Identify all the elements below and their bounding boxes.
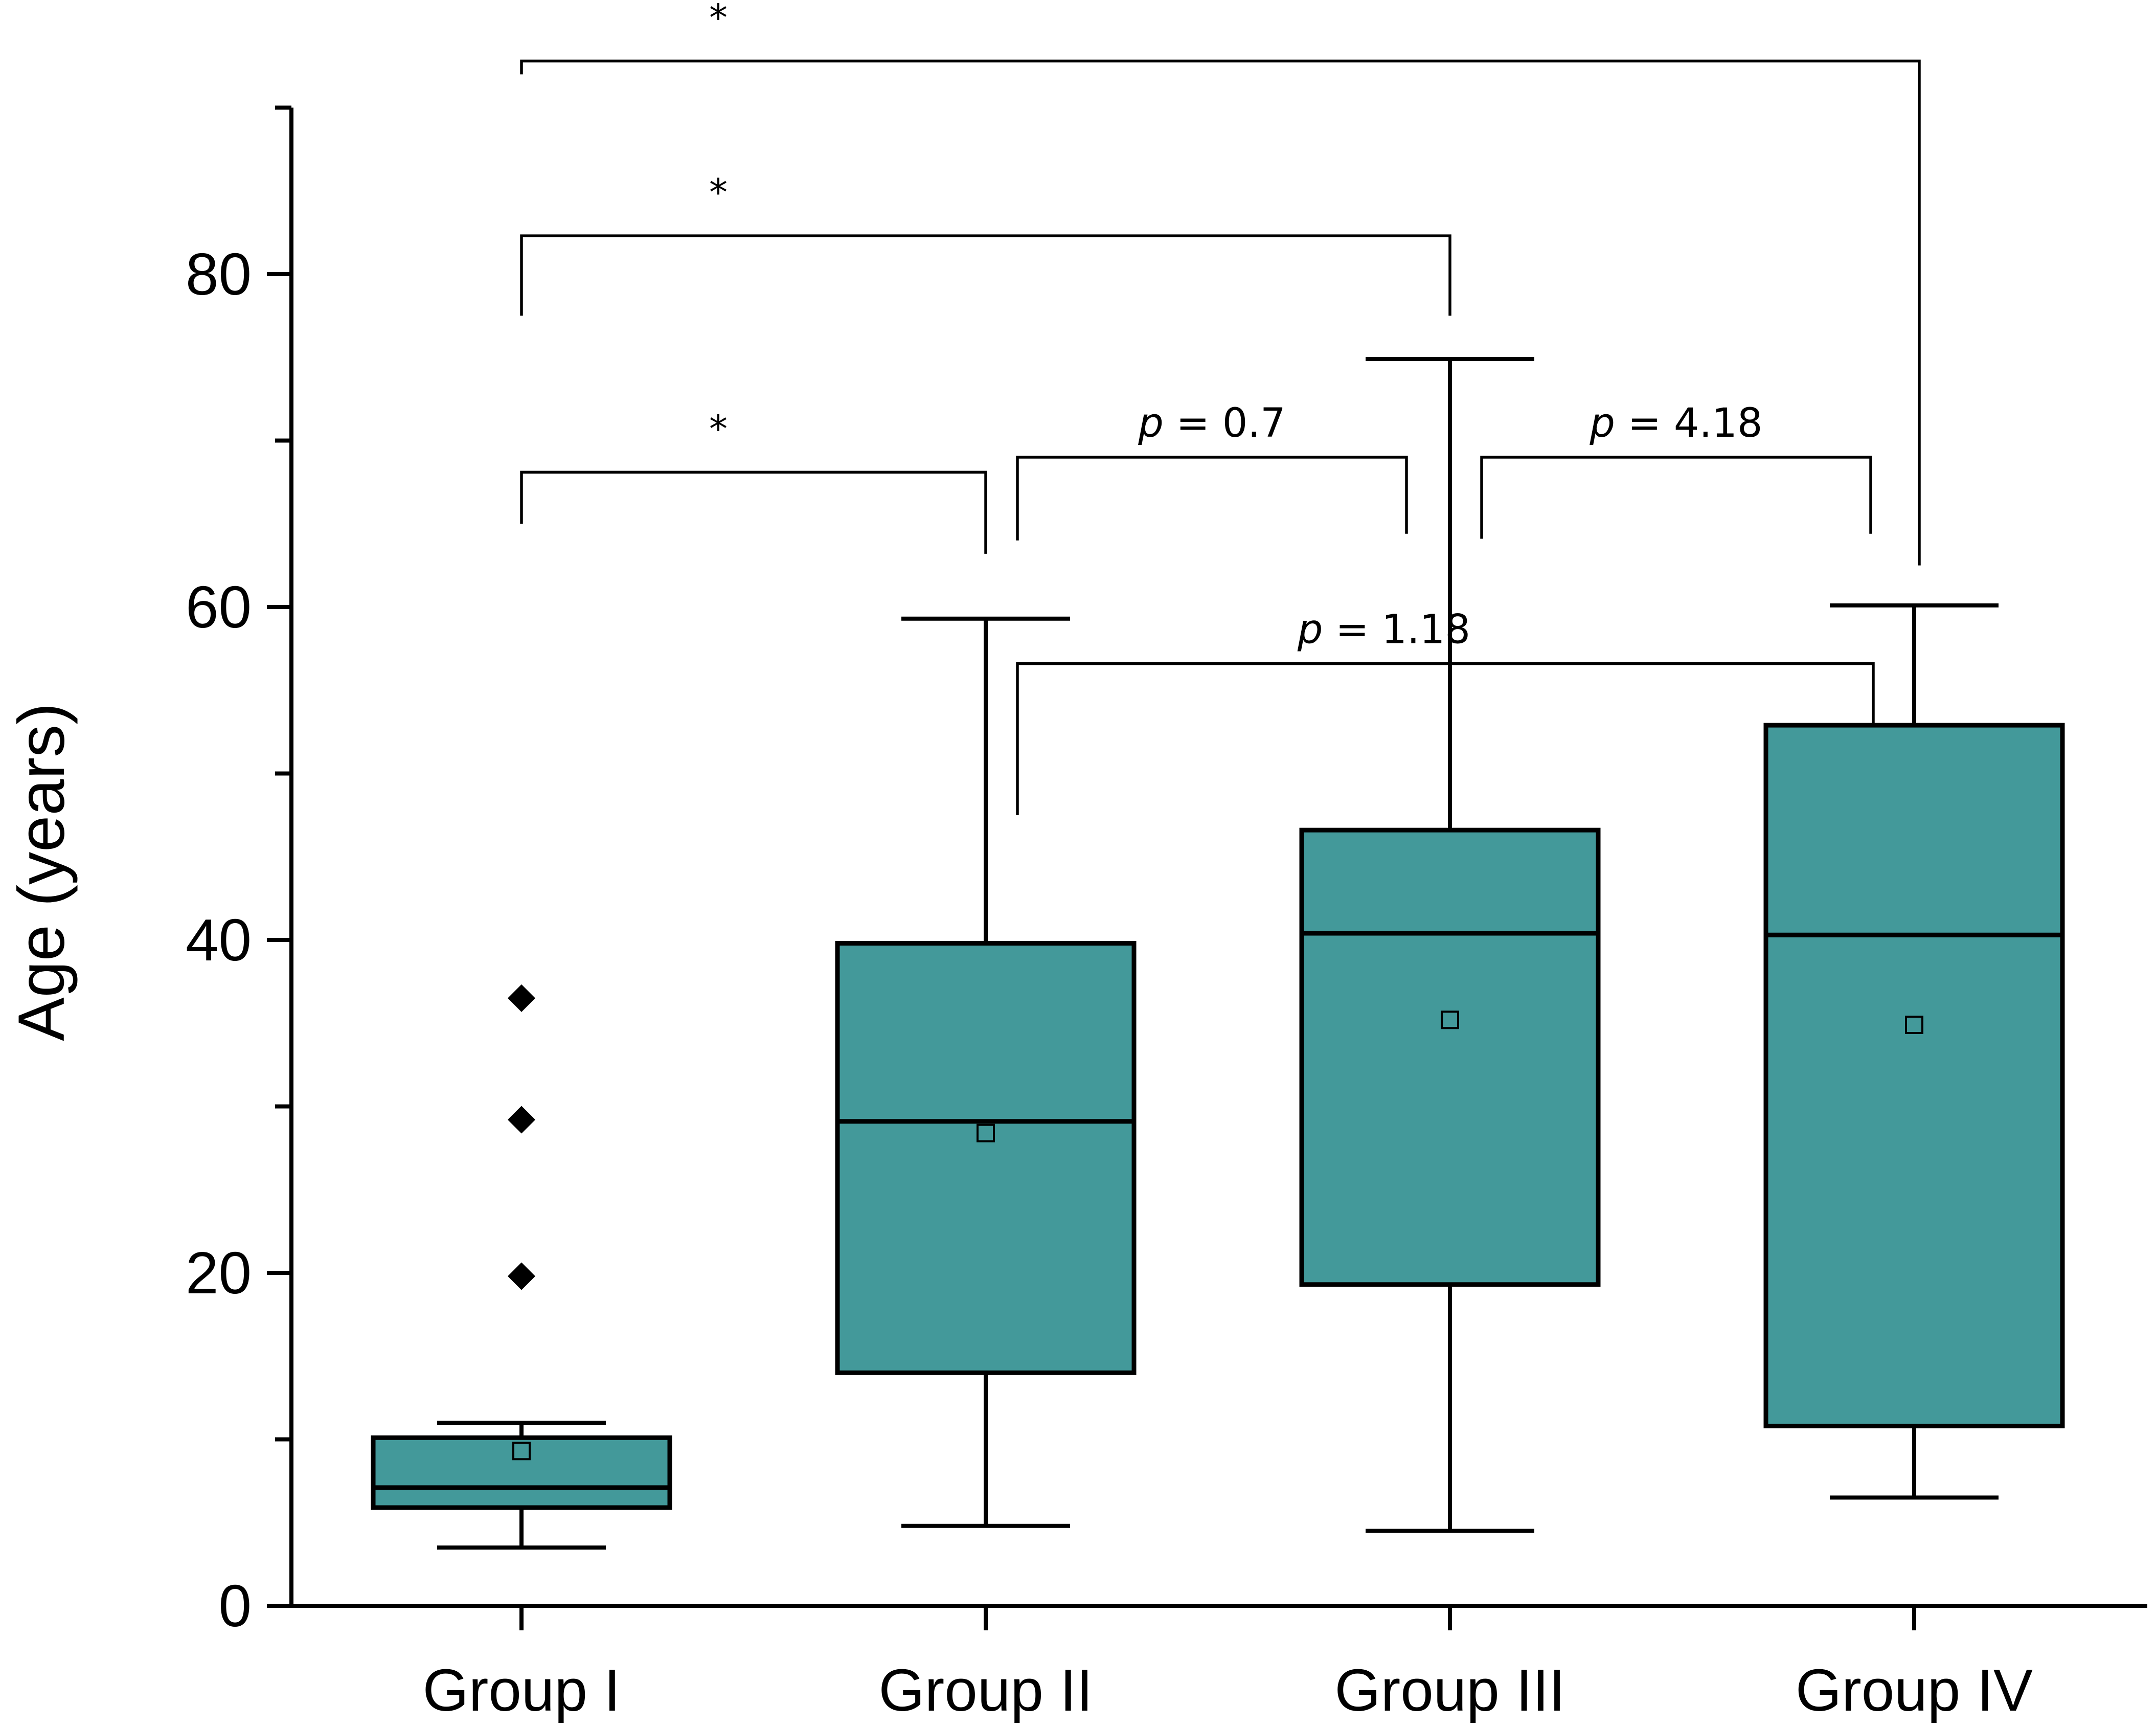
mean-marker bbox=[1905, 1016, 1923, 1035]
x-category-label: Group III bbox=[1334, 1657, 1565, 1723]
mean-marker bbox=[512, 1442, 531, 1461]
significance-bracket bbox=[1480, 456, 1872, 539]
box-group bbox=[835, 616, 1137, 1528]
y-tick-label: 80 bbox=[186, 241, 252, 307]
y-axis-title: Age (years) bbox=[5, 703, 78, 1041]
outlier-point bbox=[508, 984, 535, 1012]
y-tick-label: 40 bbox=[186, 907, 252, 973]
box-group bbox=[1299, 357, 1601, 1533]
mean-marker bbox=[1441, 1011, 1459, 1029]
x-category-label: Group I bbox=[423, 1657, 621, 1723]
significance-label: p = 4.18 bbox=[1589, 400, 1762, 446]
significance-label: * bbox=[709, 171, 728, 214]
significance-label: p = 1.18 bbox=[1297, 607, 1470, 653]
outlier-point bbox=[508, 1106, 535, 1134]
y-tick-label: 60 bbox=[186, 574, 252, 640]
box-group bbox=[1763, 603, 2065, 1500]
outlier-point bbox=[508, 1262, 535, 1290]
significance-label: * bbox=[709, 407, 728, 450]
significance-label: * bbox=[709, 0, 728, 39]
box-series bbox=[371, 357, 2065, 1550]
iqr-box bbox=[1763, 723, 2065, 1428]
significance-bracket bbox=[520, 59, 1921, 566]
mean-marker bbox=[977, 1124, 995, 1142]
x-category-label: Group IV bbox=[1796, 1657, 2033, 1723]
significance-brackets: * * * p = 0.7 p = 4.18 p = 1.18 bbox=[520, 0, 1921, 815]
box-group bbox=[371, 984, 672, 1550]
significance-bracket bbox=[520, 470, 987, 554]
iqr-box bbox=[371, 1435, 672, 1510]
significance-label: p = 0.7 bbox=[1138, 400, 1286, 446]
significance-bracket bbox=[1016, 456, 1408, 541]
significance-bracket bbox=[1016, 662, 1875, 815]
significance-bracket bbox=[520, 234, 1451, 316]
axes: 0 20 40 60 80 Group I Group II Group III Group I… bbox=[186, 105, 2147, 1723]
x-category-label: Group II bbox=[878, 1657, 1093, 1723]
iqr-box bbox=[835, 941, 1137, 1375]
iqr-box bbox=[1299, 827, 1601, 1287]
y-tick-label: 20 bbox=[186, 1240, 252, 1306]
y-tick-label: 0 bbox=[218, 1573, 252, 1639]
